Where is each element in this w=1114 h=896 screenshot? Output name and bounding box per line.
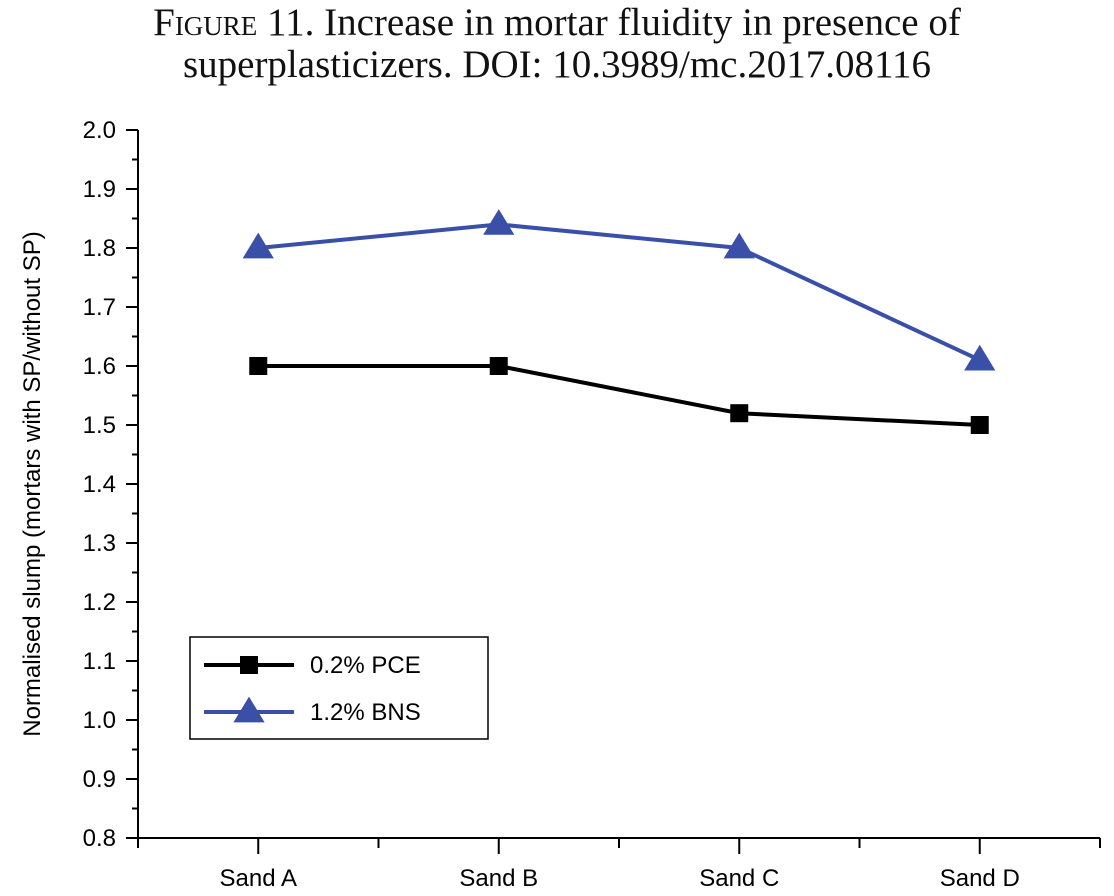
y-tick-label: 1.5 [83,412,116,439]
legend-marker [240,656,258,674]
figure-caption: Figure 11. Increase in mortar fluidity i… [0,2,1114,86]
series-pce [249,357,989,434]
y-tick-label: 1.0 [83,707,116,734]
legend-label: 1.2% BNS [310,699,421,726]
y-tick-label: 1.1 [83,648,116,675]
data-point [970,416,989,434]
data-point [964,344,996,371]
series-layer [242,209,996,434]
caption-line-2: superplasticizers. DOI: 10.3989/mc.2017.… [182,43,932,86]
legend-marker [233,696,265,723]
y-tick-label: 1.8 [83,235,116,262]
x-tick-label: Sand C [699,865,779,892]
y-tick-label: 0.9 [83,766,116,793]
x-tick-label: Sand B [459,865,538,892]
caption-line-1: Figure 11. Increase in mortar fluidity i… [0,2,1114,44]
legend-item: 1.2% BNS [204,696,421,726]
x-tick-label: Sand D [940,865,1020,892]
y-axis-title: Normalised slump (mortars with SP/withou… [19,231,46,736]
y-tick-label: 1.2 [83,589,116,616]
data-point [483,209,515,235]
y-tick-label: 0.8 [83,825,116,852]
x-tick-label: Sand A [220,865,297,892]
y-axis: 0.8 0.9 1.0 1.1 1.2 1.3 1.4 1.5 1.6 1.7 1.8 1.9 2.0 [83,117,139,852]
x-axis: Sand A Sand B Sand C Sand D [137,837,1101,892]
legend-item: 0.2% PCE [204,652,421,679]
y-tick-label: 1.4 [83,471,116,498]
y-tick-label: 1.6 [83,353,116,380]
legend-label: 0.2% PCE [310,652,421,679]
data-point [489,357,508,375]
y-tick-label: 1.7 [83,294,116,321]
y-tick-label: 1.9 [83,176,116,203]
legend: 0.2% PCE 1.2% BNS [189,636,489,740]
data-point [249,357,268,375]
caption-text-1: Increase in mortar fluidity in presence … [324,1,961,44]
data-point [730,404,749,423]
data-point [723,232,755,259]
y-tick-label: 1.3 [83,530,116,557]
y-tick-label: 2.0 [83,117,116,144]
series-line [258,222,981,362]
figure-label: Figure 11. [153,1,315,44]
series-line [258,364,980,427]
data-point [242,232,274,259]
series-bns [242,209,996,371]
